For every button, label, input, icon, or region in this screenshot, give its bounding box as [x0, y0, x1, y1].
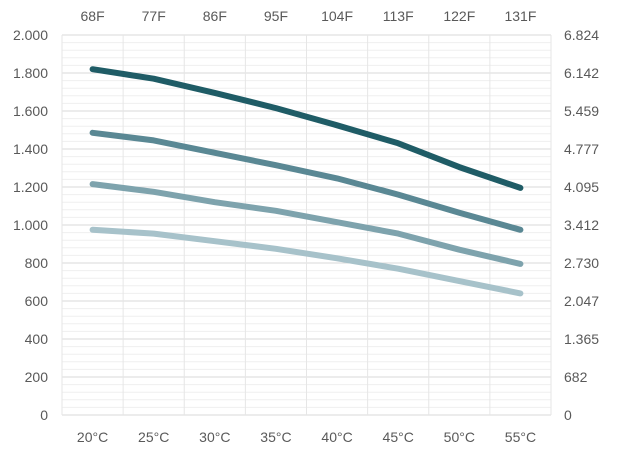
x-tick-label: 45°C [383, 429, 414, 445]
y-right-tick-label: 4.777 [564, 141, 599, 157]
y-left-tick-label: 1.400 [13, 141, 48, 157]
y-right-tick-label: 5.459 [564, 103, 599, 119]
x-tick-label: 25°C [138, 429, 169, 445]
y-left-tick-label: 800 [25, 255, 49, 271]
x-tick-label: 30°C [199, 429, 230, 445]
y-right-tick-label: 1.365 [564, 331, 599, 347]
series-lines [89, 66, 524, 297]
series-line-3 [89, 181, 524, 267]
x-top-tick-label: 113F [383, 8, 414, 24]
y-right-tick-label: 4.095 [564, 179, 599, 195]
x-top-tick-label: 104F [321, 8, 353, 24]
x-top-tick-label: 68F [81, 8, 105, 24]
x-tick-label: 50°C [444, 429, 475, 445]
y-left-tick-label: 1.800 [13, 65, 48, 81]
x-tick-label: 35°C [260, 429, 291, 445]
y-right-tick-label: 6.824 [564, 27, 599, 43]
y-right-tick-label: 3.412 [564, 217, 599, 233]
x-top-tick-label: 77F [142, 8, 166, 24]
y-left-tick-label: 1.200 [13, 179, 48, 195]
y-left-tick-label: 400 [25, 331, 49, 347]
y-left-tick-label: 1.600 [13, 103, 48, 119]
x-tick-label: 40°C [321, 429, 352, 445]
series-line-1 [89, 66, 524, 191]
y-right-tick-label: 0 [564, 407, 572, 423]
x-tick-label: 55°C [505, 429, 536, 445]
y-left-tick-label: 1.000 [13, 217, 48, 233]
y-right-tick-label: 6.142 [564, 65, 599, 81]
y-left-tick-label: 600 [25, 293, 49, 309]
y-left-tick-label: 0 [40, 407, 48, 423]
tick-labels: 0 200 400 600 800 1.000 1.200 1.400 1.600 1.800 2.… [13, 8, 599, 445]
y-right-tick-label: 2.730 [564, 255, 599, 271]
y-right-tick-label: 2.047 [564, 293, 599, 309]
x-top-tick-label: 131F [504, 8, 536, 24]
x-tick-label: 20°C [77, 429, 108, 445]
y-left-tick-label: 2.000 [13, 27, 48, 43]
x-top-tick-label: 95F [264, 8, 288, 24]
x-top-tick-label: 122F [443, 8, 475, 24]
series-line-2 [89, 129, 524, 233]
y-right-tick-label: 682 [564, 369, 588, 385]
series-line-4 [89, 226, 524, 297]
gridlines [61, 34, 552, 416]
x-top-tick-label: 86F [203, 8, 227, 24]
y-left-tick-label: 200 [25, 369, 49, 385]
